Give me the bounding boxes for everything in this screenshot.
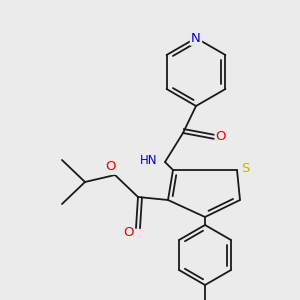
Text: O: O — [123, 226, 133, 238]
Text: S: S — [241, 161, 249, 175]
Text: N: N — [191, 32, 201, 44]
Text: O: O — [216, 130, 226, 143]
Text: O: O — [106, 160, 116, 173]
Text: HN: HN — [140, 154, 157, 166]
